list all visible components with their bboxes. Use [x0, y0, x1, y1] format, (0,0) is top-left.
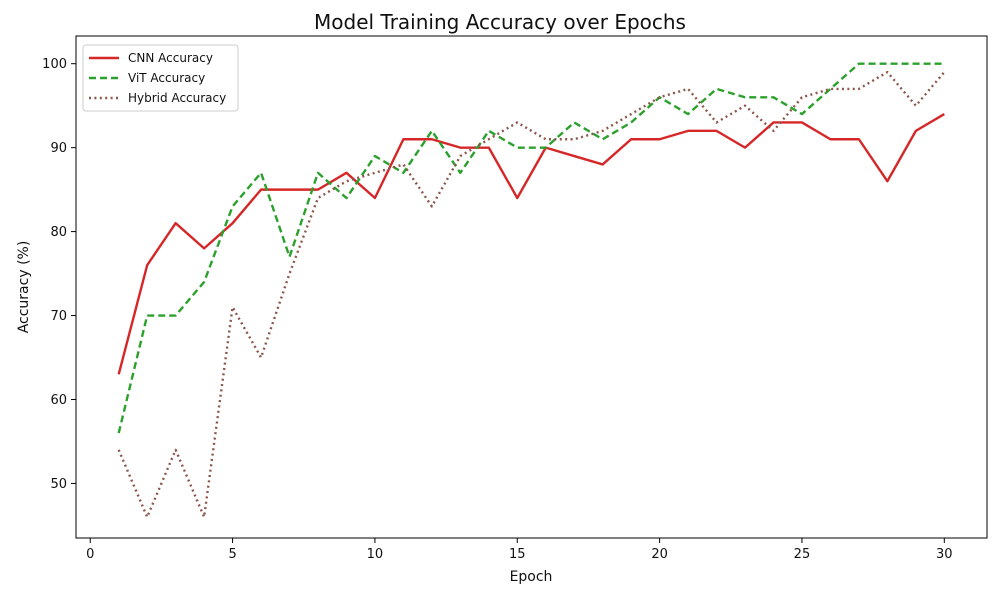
legend-label-1: ViT Accuracy	[128, 71, 205, 85]
legend-box	[82, 44, 239, 112]
axis-ticks: 0 5 10 15 20 25 30 50 60 70 80 90 100	[42, 57, 952, 562]
y-tick-label: 90	[50, 141, 67, 156]
y-tick-label: 50	[50, 477, 67, 492]
y-tick-label: 100	[42, 57, 67, 72]
legend-label-2: Hybrid Accuracy	[128, 91, 226, 105]
x-tick-label: 15	[509, 547, 526, 562]
x-tick-label: 10	[367, 547, 384, 562]
y-axis-label: Accuracy (%)	[16, 241, 32, 334]
x-tick-label: 30	[936, 547, 953, 562]
chart-title: Model Training Accuracy over Epochs	[314, 10, 686, 34]
x-tick-label: 5	[228, 547, 236, 562]
y-tick-label: 70	[50, 309, 67, 324]
legend: CNN Accuracy ViT Accuracy Hybrid Accuracy	[82, 44, 239, 112]
y-tick-label: 80	[50, 225, 67, 240]
legend-label-0: CNN Accuracy	[128, 51, 213, 65]
x-axis-label: Epoch	[510, 569, 553, 585]
x-tick-label: 25	[794, 547, 811, 562]
y-tick-label: 60	[50, 393, 67, 408]
x-tick-label: 0	[86, 547, 94, 562]
plot-frame	[75, 35, 988, 539]
series-line-2	[117, 70, 946, 519]
x-tick-label: 20	[651, 547, 668, 562]
series-line-0	[117, 113, 945, 375]
series-line-1	[117, 62, 945, 434]
plot-area	[117, 62, 946, 519]
